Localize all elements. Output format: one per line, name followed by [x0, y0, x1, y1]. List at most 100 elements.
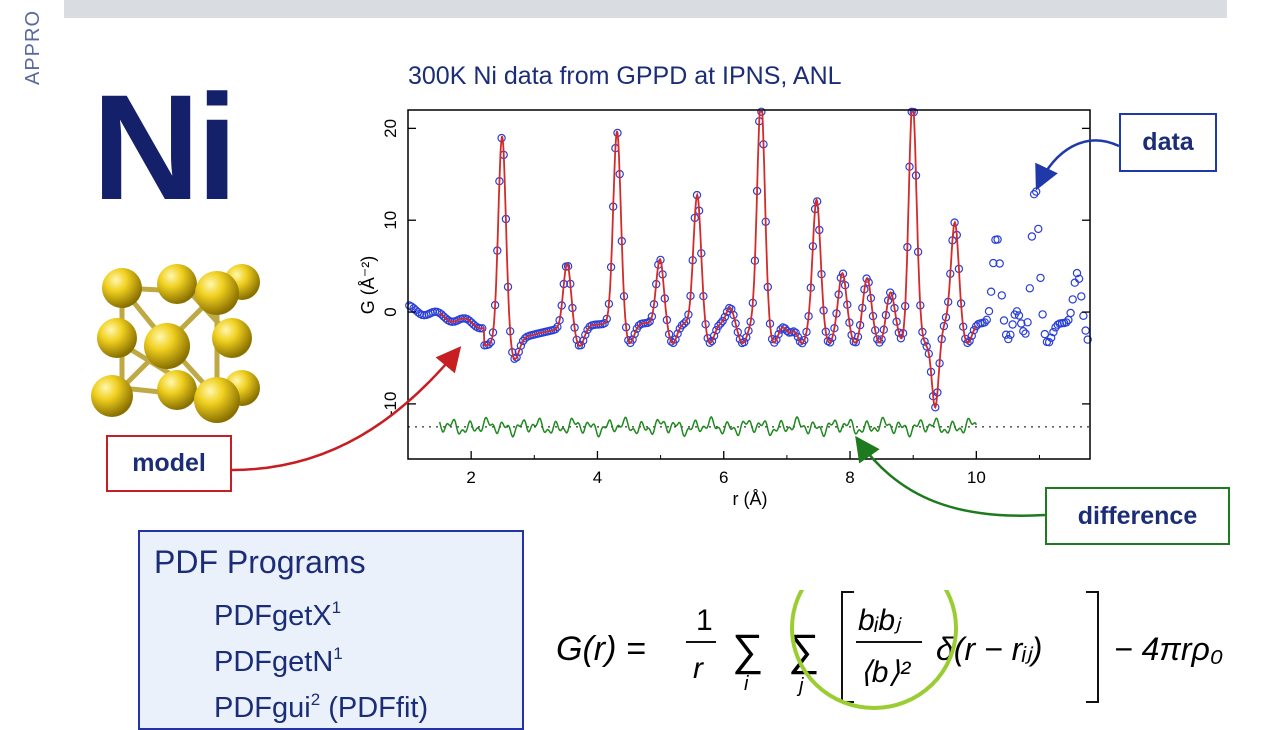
- data-point: [581, 330, 590, 339]
- formula-frac-numerator: 1: [696, 604, 713, 637]
- data-point: [989, 258, 998, 268]
- formula-frac-denominator: r: [693, 652, 704, 685]
- data-point: [718, 316, 727, 326]
- model-callout: model: [106, 435, 232, 492]
- model-callout-arrow: [231, 346, 462, 472]
- data-point: [441, 314, 451, 323]
- data-point: [789, 327, 798, 336]
- nickel-crystal-structure-illustration: [91, 264, 260, 423]
- data-point: [1034, 224, 1043, 234]
- data-point: [1021, 329, 1030, 338]
- data-point: [1004, 334, 1013, 344]
- data-point: [1014, 311, 1024, 320]
- x-tick-label: 6: [719, 468, 728, 487]
- sum-symbol-i: ∑: [732, 626, 763, 675]
- data-point: [1081, 326, 1090, 335]
- data-point: [838, 269, 848, 278]
- data-point: [1040, 329, 1050, 339]
- formula-tail: − 4πrρ₀: [1114, 631, 1223, 667]
- data-point: [673, 329, 682, 338]
- x-tick-label: 8: [845, 468, 854, 487]
- highlight-circle: [790, 590, 958, 710]
- data-point: [982, 315, 992, 324]
- data-point: [1074, 274, 1084, 283]
- data-point: [920, 337, 929, 346]
- data-point: [486, 337, 496, 347]
- data-point: [516, 341, 526, 350]
- inner-numerator: bᵢbⱼ: [858, 604, 902, 637]
- data-point: [1049, 327, 1058, 337]
- sum-index-j: j: [796, 675, 804, 697]
- data-point: [757, 107, 766, 117]
- pdf-chart: 2 4 6 8 10 -10 0 10 20 r (Å) G (Å⁻²): [358, 107, 1092, 509]
- data-point: [1008, 320, 1017, 329]
- formula-lhs: G(r) =: [556, 630, 646, 668]
- data-point: [1001, 330, 1011, 339]
- data-point: [963, 338, 972, 348]
- chart-title: 300K Ni data from GPPD at IPNS, ANL: [408, 62, 842, 90]
- data-point: [1027, 232, 1037, 241]
- data-point: [510, 354, 519, 363]
- data-point: [600, 318, 609, 328]
- data-point: [705, 338, 714, 347]
- series-difference-line: [438, 415, 977, 438]
- data-point: [630, 329, 639, 339]
- data-point: [720, 312, 730, 322]
- data-point: [1068, 295, 1077, 304]
- data-callout: data: [1119, 113, 1217, 172]
- pdf-programs-box: PDF Programs PDFgetX1 PDFgetN1 PDFgui2 (…: [138, 530, 524, 730]
- data-point: [782, 326, 792, 336]
- data-point: [671, 335, 680, 344]
- data-point: [1072, 268, 1082, 278]
- data-point: [967, 331, 977, 340]
- data-point: [1044, 337, 1054, 347]
- x-tick-label: 10: [967, 468, 986, 487]
- data-point: [1038, 310, 1047, 319]
- data-point: [1012, 307, 1022, 316]
- data-point: [1062, 318, 1071, 327]
- y-tick-label: 0: [381, 307, 400, 316]
- data-point: [645, 317, 654, 326]
- data-point: [1006, 330, 1015, 339]
- difference-callout: difference: [1045, 487, 1230, 545]
- data-point: [679, 319, 689, 328]
- data-point: [709, 331, 719, 340]
- program-item: PDFgetX1: [214, 598, 342, 632]
- data-point: [800, 335, 809, 345]
- difference-callout-arrow: [855, 435, 1046, 517]
- y-tick-label: 10: [381, 211, 400, 230]
- data-point: [971, 322, 981, 331]
- data-point: [744, 326, 753, 335]
- plot-frame: [407, 109, 1091, 460]
- left-bracket: [841, 591, 854, 703]
- inner-denominator: ⟨b⟩²: [860, 656, 911, 689]
- data-point: [1025, 284, 1035, 293]
- right-bracket: [1086, 591, 1099, 703]
- x-tick-label: 2: [466, 468, 475, 487]
- x-tick-label: 4: [593, 468, 602, 487]
- data-point: [1066, 308, 1075, 318]
- header-bar: [64, 0, 1227, 18]
- program-item: PDFgui2 (PDFfit): [214, 690, 429, 724]
- y-axis-label: G (Å⁻²): [358, 256, 378, 315]
- data-point: [999, 316, 1009, 325]
- data-point: [578, 336, 588, 345]
- data-point: [1047, 333, 1056, 342]
- data-point: [825, 338, 835, 347]
- data-point: [986, 287, 996, 296]
- data-point: [995, 259, 1004, 268]
- data-point: [997, 291, 1007, 300]
- y-tick-label: -10: [381, 392, 400, 417]
- series-model-line: [439, 110, 978, 410]
- program-item: PDFgetN1: [214, 644, 343, 678]
- data-point: [1023, 318, 1032, 327]
- element-title: Ni: [92, 63, 238, 231]
- data-point: [714, 321, 723, 331]
- data-point: [1017, 319, 1026, 328]
- sum-index-i: i: [744, 673, 749, 695]
- pdf-formula: G(r) = 1 r ∑ i ∑ j bᵢbⱼ ⟨b⟩² δ(r − rᵢⱼ) …: [556, 590, 1223, 710]
- data-point: [1036, 273, 1045, 283]
- programs-heading: PDF Programs: [154, 544, 366, 580]
- data-point: [551, 325, 560, 334]
- data-point: [980, 318, 989, 327]
